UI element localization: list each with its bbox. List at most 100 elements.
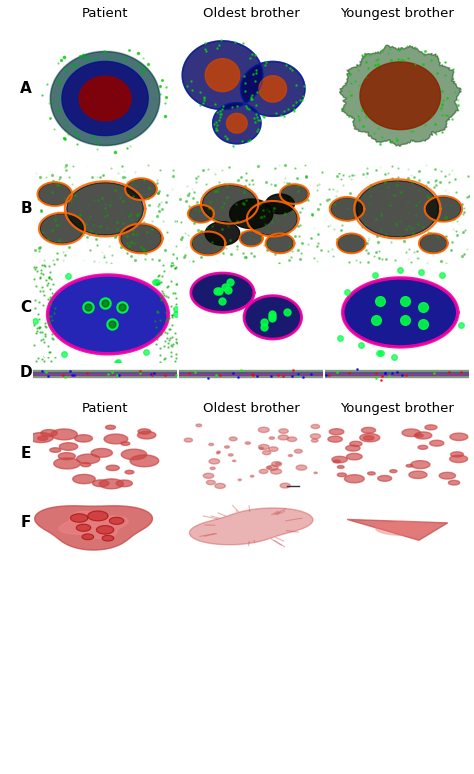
Polygon shape [104,434,128,444]
Polygon shape [229,437,237,440]
Polygon shape [346,454,362,460]
Polygon shape [137,431,156,439]
Polygon shape [40,214,84,244]
Polygon shape [259,469,268,474]
Polygon shape [202,185,257,223]
Polygon shape [429,440,444,446]
Polygon shape [339,45,461,146]
Polygon shape [196,424,201,426]
Polygon shape [75,435,92,442]
Polygon shape [345,474,364,483]
Polygon shape [35,505,153,550]
Polygon shape [390,470,397,473]
Polygon shape [281,185,308,204]
Polygon shape [360,433,380,442]
Polygon shape [337,473,346,477]
Polygon shape [450,455,467,463]
Text: F: F [21,515,31,530]
Polygon shape [96,526,114,534]
Polygon shape [245,442,250,444]
Text: Youngest brother: Youngest brother [340,402,454,415]
Polygon shape [209,444,214,446]
Polygon shape [240,231,262,246]
Polygon shape [378,475,392,481]
Polygon shape [259,447,264,450]
Polygon shape [269,437,274,440]
Polygon shape [346,445,360,451]
Polygon shape [263,450,271,454]
Polygon shape [248,202,297,235]
Polygon shape [79,77,131,121]
Polygon shape [402,429,420,437]
Polygon shape [109,517,124,524]
Polygon shape [51,429,77,440]
Polygon shape [58,453,75,460]
Polygon shape [81,463,91,467]
Polygon shape [329,429,344,435]
Polygon shape [311,424,319,429]
Polygon shape [41,430,57,437]
Polygon shape [233,460,236,461]
Text: E: E [21,446,31,461]
Polygon shape [77,454,100,464]
Polygon shape [311,439,318,442]
Polygon shape [418,445,428,450]
Polygon shape [189,205,213,222]
Polygon shape [331,197,364,220]
Polygon shape [138,429,151,434]
Polygon shape [130,455,159,467]
Polygon shape [337,234,365,253]
Polygon shape [50,52,160,146]
Polygon shape [451,452,464,457]
Polygon shape [347,519,447,540]
Polygon shape [426,197,461,221]
Polygon shape [121,449,147,460]
Polygon shape [364,436,374,440]
Polygon shape [450,433,468,440]
Polygon shape [210,467,215,470]
Polygon shape [278,435,289,440]
Polygon shape [71,514,88,522]
Polygon shape [269,447,278,451]
Polygon shape [215,484,225,488]
Polygon shape [332,457,347,463]
Text: Oldest brother: Oldest brother [203,7,300,20]
Text: D: D [20,365,33,380]
Polygon shape [73,474,95,484]
Polygon shape [343,278,458,347]
Polygon shape [415,432,432,439]
Polygon shape [267,465,278,471]
Polygon shape [126,179,156,200]
Polygon shape [121,442,130,445]
Polygon shape [190,508,313,545]
Polygon shape [100,479,123,489]
Polygon shape [38,437,48,440]
Polygon shape [230,199,273,228]
Polygon shape [328,437,342,442]
Polygon shape [50,448,61,452]
Polygon shape [191,232,225,255]
Polygon shape [106,465,119,471]
Polygon shape [259,76,287,102]
Polygon shape [47,275,168,354]
Polygon shape [250,475,254,477]
Polygon shape [59,512,128,539]
Polygon shape [279,429,288,433]
Polygon shape [29,433,53,443]
Polygon shape [294,449,302,453]
Polygon shape [76,524,91,531]
Text: C: C [21,300,32,315]
Polygon shape [356,181,438,237]
Polygon shape [310,433,320,439]
Polygon shape [120,224,162,252]
Polygon shape [368,472,375,475]
Polygon shape [360,62,440,129]
Polygon shape [205,59,240,91]
Polygon shape [314,472,317,474]
Polygon shape [88,511,108,521]
Polygon shape [376,522,433,536]
Polygon shape [213,103,261,144]
Polygon shape [241,61,305,116]
Polygon shape [116,480,132,487]
Polygon shape [350,441,362,447]
